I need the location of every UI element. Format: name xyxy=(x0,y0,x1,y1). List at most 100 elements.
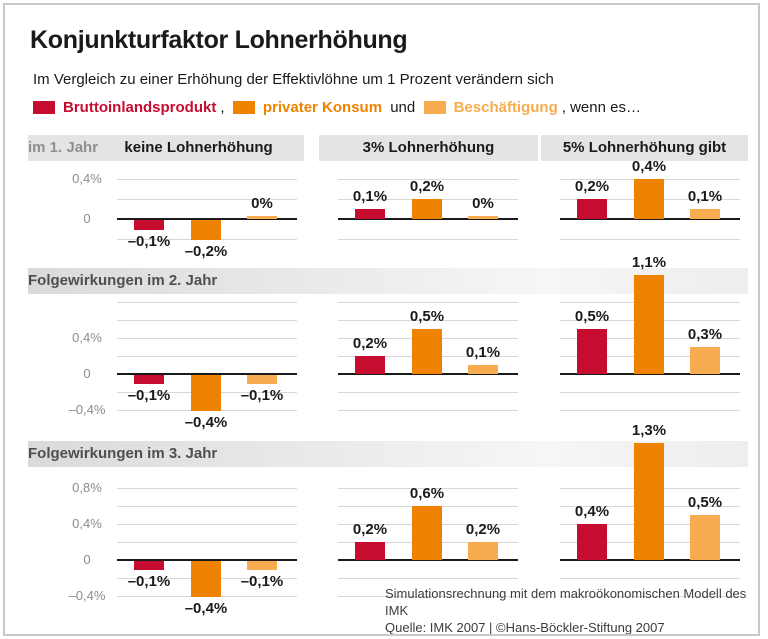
bar-value-label: 0,5% xyxy=(687,494,723,511)
bar-beschaeftigung xyxy=(468,365,498,374)
zero-axis-line xyxy=(560,373,740,375)
bar-beschaeftigung xyxy=(468,216,498,219)
chart-grid-line xyxy=(338,179,518,180)
chart-grid-line xyxy=(560,410,740,411)
bar-konsum xyxy=(191,220,221,240)
bar-bip xyxy=(577,329,607,374)
y-tick-label: 0 xyxy=(83,552,91,567)
row-header-year3: Folgewirkungen im 3. Jahr xyxy=(28,441,748,467)
year1-prefix: im 1. Jahr xyxy=(28,139,99,156)
legend-item-beschaeftigung: Beschäftigung xyxy=(423,99,558,116)
bar-bip xyxy=(134,561,164,570)
bar-value-label: 0,1% xyxy=(352,188,388,205)
bar-bip xyxy=(355,209,385,219)
bar-value-label: 0% xyxy=(472,195,494,212)
bar-beschaeftigung xyxy=(690,209,720,219)
zero-axis-line xyxy=(117,373,297,375)
legend-separator: , wenn es… xyxy=(561,98,641,116)
bar-value-label: –0,2% xyxy=(184,243,228,260)
bar-konsum xyxy=(634,443,664,560)
y-tick-label: 0 xyxy=(83,211,91,226)
zero-axis-line xyxy=(117,218,297,220)
bar-value-label: 0,1% xyxy=(687,188,723,205)
zero-axis-line xyxy=(560,559,740,561)
bar-value-label: 0,2% xyxy=(352,335,388,352)
legend-label-bip: Bruttoinlandsprodukt xyxy=(63,98,217,116)
bar-konsum xyxy=(412,199,442,219)
bar-beschaeftigung xyxy=(690,515,720,560)
bar-beschaeftigung xyxy=(247,216,277,219)
scenario-header-none: keine Lohnerhöhung xyxy=(124,139,273,156)
chart-grid-line xyxy=(338,392,518,393)
chart-grid-line xyxy=(560,596,740,597)
y-tick-label: 0,8% xyxy=(72,480,102,495)
chart-grid-line xyxy=(338,578,518,579)
zero-axis-line xyxy=(338,373,518,375)
chart-grid-line xyxy=(117,488,297,489)
chart-grid-line xyxy=(338,410,518,411)
bar-beschaeftigung xyxy=(690,347,720,374)
y-tick-label: 0,4% xyxy=(72,516,102,531)
bar-value-label: 0,2% xyxy=(465,521,501,538)
y-tick-label: –0,4% xyxy=(68,402,106,417)
chart-grid-line xyxy=(117,356,297,357)
chart-grid-line xyxy=(117,179,297,180)
bar-value-label: 0,4% xyxy=(574,503,610,520)
bar-value-label: 0,5% xyxy=(409,308,445,325)
bar-value-label: –0,4% xyxy=(184,414,228,431)
chart-grid-line xyxy=(117,320,297,321)
row-header-year2: Folgewirkungen im 2. Jahr xyxy=(28,268,748,294)
bar-value-label: –0,1% xyxy=(240,387,284,404)
konsum-color-swatch xyxy=(232,100,255,114)
bar-value-label: –0,1% xyxy=(127,387,171,404)
bar-value-label: 0,2% xyxy=(352,521,388,538)
bar-konsum xyxy=(634,275,664,374)
chart-grid-line xyxy=(338,488,518,489)
bar-value-label: –0,4% xyxy=(184,600,228,617)
bar-beschaeftigung xyxy=(247,561,277,570)
bar-beschaeftigung xyxy=(247,375,277,384)
zero-axis-line xyxy=(117,559,297,561)
bar-bip xyxy=(577,524,607,560)
bip-color-swatch xyxy=(33,100,55,114)
bar-konsum xyxy=(634,179,664,219)
bar-bip xyxy=(355,542,385,560)
zero-axis-line xyxy=(560,218,740,220)
source-line-1: Simulationsrechnung mit dem makroökonomi… xyxy=(385,586,747,618)
chart-grid-line xyxy=(338,302,518,303)
y-tick-label: 0,4% xyxy=(72,330,102,345)
legend-separator: , xyxy=(220,98,233,116)
bar-value-label: 0,6% xyxy=(409,485,445,502)
y-tick-label: 0 xyxy=(83,366,91,381)
chart-grid-line xyxy=(560,239,740,240)
bar-value-label: –0,1% xyxy=(127,233,171,250)
source-line-2: Quelle: IMK 2007 | ©Hans-Böckler-Stiftun… xyxy=(385,620,665,635)
bar-value-label: 0% xyxy=(251,195,273,212)
bar-konsum xyxy=(412,329,442,374)
bar-value-label: 0,2% xyxy=(574,178,610,195)
legend: Bruttoinlandsprodukt , privater Konsum u… xyxy=(33,96,641,118)
chart-grid-line xyxy=(117,199,297,200)
chart-grid-line xyxy=(338,596,518,597)
bar-value-label: 1,1% xyxy=(631,254,667,271)
bar-bip xyxy=(134,375,164,384)
chart-grid-line xyxy=(117,338,297,339)
bar-value-label: 0,4% xyxy=(631,158,667,175)
y-tick-label: 0,4% xyxy=(72,171,102,186)
legend-label-konsum: privater Konsum xyxy=(262,98,383,116)
beschaeftigung-color-swatch xyxy=(423,100,446,114)
chart-grid-line xyxy=(560,578,740,579)
bar-bip xyxy=(577,199,607,219)
panel-header-year1: im 1. Jahr keine Lohnerhöhung xyxy=(28,135,304,161)
y-tick-label: –0,4% xyxy=(68,588,106,603)
chart-grid-line xyxy=(117,506,297,507)
bar-konsum xyxy=(191,375,221,411)
chart-grid-line xyxy=(560,392,740,393)
bar-value-label: 0,2% xyxy=(409,178,445,195)
chart-grid-line xyxy=(117,542,297,543)
bar-konsum xyxy=(191,561,221,597)
scenario-header-3pct: 3% Lohnerhöhung xyxy=(319,135,538,161)
bar-value-label: 0,1% xyxy=(465,344,501,361)
legend-item-konsum: privater Konsum xyxy=(232,98,383,116)
subtitle: Im Vergleich zu einer Erhöhung der Effek… xyxy=(33,71,554,88)
